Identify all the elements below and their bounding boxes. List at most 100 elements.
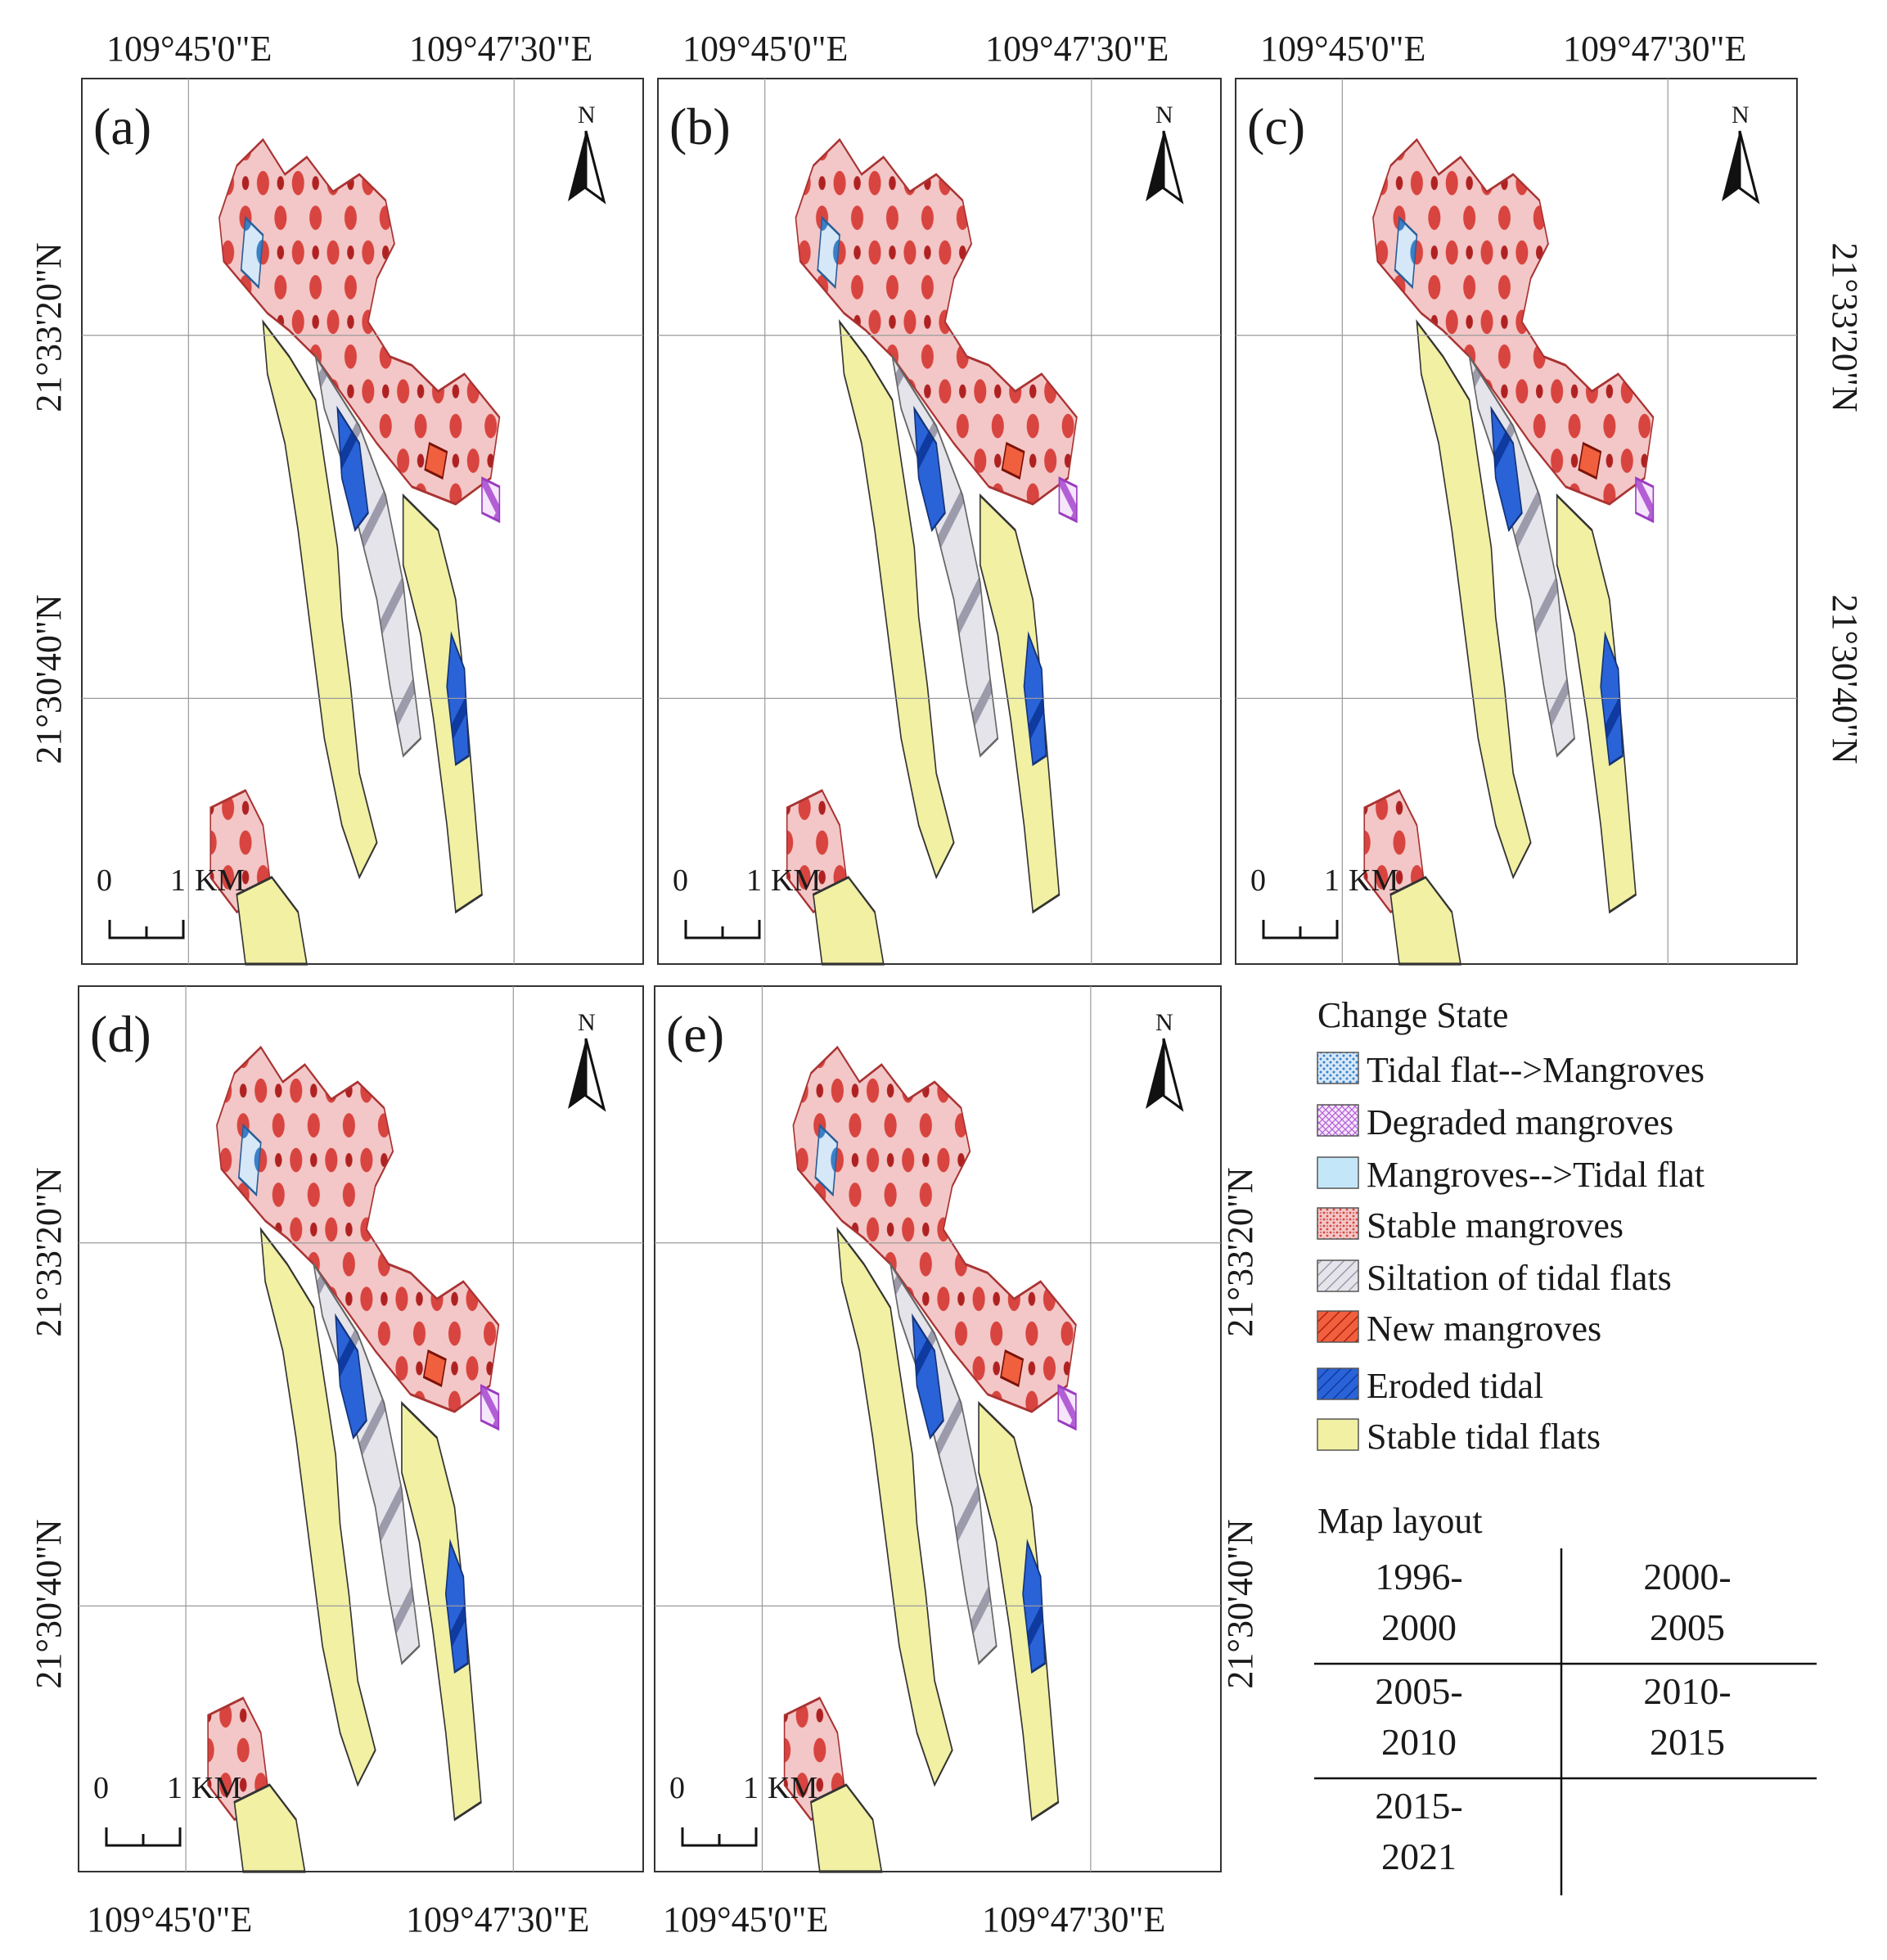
panel-label: (d) <box>90 1005 151 1063</box>
scale-bar-one: 1 <box>1324 863 1340 898</box>
layout-cell-line: 2010 <box>1381 1721 1457 1763</box>
layout-cell-line: 2000 <box>1381 1606 1457 1648</box>
panel-label: (a) <box>93 97 151 155</box>
map-layout-title: Map layout <box>1317 1501 1483 1541</box>
layout-cell-line: 2015 <box>1650 1721 1725 1763</box>
north-arrow-label: N <box>578 101 596 128</box>
north-arrow-icon: N <box>568 101 606 205</box>
scale-bar-unit: KM <box>768 1771 817 1805</box>
legend-label: Mangroves-->Tidal flat <box>1367 1155 1705 1195</box>
legend-item: Siltation of tidal flats <box>1317 1258 1672 1298</box>
scale-bar-unit: KM <box>195 863 245 898</box>
legend-swatch <box>1317 1156 1359 1189</box>
north-arrow-label: N <box>1155 1009 1173 1036</box>
map-layout-cell: 2000- 2005 <box>1643 1556 1731 1648</box>
lon-label-east: 109°47'30"E <box>406 1899 589 1940</box>
legend-swatch <box>1317 1259 1359 1292</box>
scale-bar-zero: 0 <box>669 1771 685 1805</box>
scale-bar-one: 1 <box>170 863 186 898</box>
legend-swatch <box>1317 1207 1359 1240</box>
lon-label-west: 109°45'0"E <box>106 29 272 69</box>
lon-label-east: 109°47'30"E <box>985 29 1169 69</box>
legend-item: New mangroves <box>1317 1309 1601 1349</box>
scale-bar: 0 1 KM <box>93 1771 241 1847</box>
north-arrow-label: N <box>578 1009 596 1036</box>
legend-swatch <box>1317 1104 1359 1137</box>
map-layout-cell: 2005- 2010 <box>1375 1670 1462 1763</box>
north-arrow-icon: N <box>568 1009 606 1112</box>
layout-cell-line: 2005 <box>1650 1606 1725 1648</box>
lon-label-west: 109°45'0"E <box>1260 29 1425 69</box>
map-layout-cell: 2015- 2021 <box>1375 1785 1462 1877</box>
scale-bar-unit: KM <box>191 1771 241 1805</box>
layout-cell-line: 2000- <box>1643 1556 1731 1597</box>
scale-bar-zero: 0 <box>673 863 688 898</box>
layout-cell-line: 2010- <box>1643 1670 1731 1712</box>
map-layout-cell: 2010- 2015 <box>1643 1670 1731 1763</box>
lat-label: 21°30'40"N <box>1825 594 1865 764</box>
legend-label: New mangroves <box>1367 1309 1601 1349</box>
scale-bar-one: 1 <box>167 1771 182 1805</box>
panel-label: (e) <box>666 1005 724 1063</box>
legend-item: Tidal flat-->Mangroves <box>1317 1050 1705 1090</box>
legend-label: Degraded mangroves <box>1367 1102 1673 1142</box>
lat-label: 21°33'20"N <box>29 242 69 412</box>
map-panel-c: (c) N 0 1 KM <box>1235 78 1798 966</box>
lon-label-east: 109°47'30"E <box>1563 29 1746 69</box>
legend: Change State Tidal flat-->Mangroves Degrad… <box>1317 995 1705 1457</box>
scale-bar-zero: 0 <box>97 863 112 898</box>
scale-bar: 0 1 KM <box>97 863 245 939</box>
lon-label-west: 109°45'0"E <box>663 1899 828 1940</box>
legend-label: Eroded tidal <box>1367 1366 1543 1406</box>
legend-label: Tidal flat-->Mangroves <box>1367 1050 1705 1090</box>
lat-label: 21°30'40"N <box>29 594 69 764</box>
lat-label: 21°30'40"N <box>29 1519 69 1688</box>
scale-bar-zero: 0 <box>93 1771 109 1805</box>
panel-label: (b) <box>669 97 731 155</box>
legend-label: Stable mangroves <box>1367 1205 1624 1246</box>
lat-label: 21°30'40"N <box>1220 1519 1260 1688</box>
lon-label-west: 109°45'0"E <box>682 29 848 69</box>
map-panel-b: (b) N 0 1 KM <box>657 78 1222 966</box>
legend-item: Stable tidal flats <box>1317 1417 1601 1457</box>
north-arrow-icon: N <box>1146 101 1184 205</box>
panels-layer: (a) N 0 1 KM (b) N 0 1 KM (c) N 0 1 KM (d) N 0 1 KM (e) N 0 1 KM… <box>29 29 1865 1940</box>
layout-cell-line: 2015- <box>1375 1785 1462 1827</box>
scale-bar-unit: KM <box>1349 863 1398 898</box>
scale-bar-unit: KM <box>771 863 821 898</box>
legend-item: Eroded tidal <box>1317 1366 1543 1406</box>
layout-cell-line: 2021 <box>1381 1836 1457 1877</box>
lat-label: 21°33'20"N <box>1825 242 1865 412</box>
legend-item: Stable mangroves <box>1317 1205 1624 1246</box>
lat-label: 21°33'20"N <box>29 1167 69 1336</box>
legend-title: Change State <box>1317 995 1508 1035</box>
panel-label: (c) <box>1247 97 1305 155</box>
legend-item: Mangroves-->Tidal flat <box>1317 1155 1705 1195</box>
scale-bar: 0 1 KM <box>1250 863 1398 939</box>
north-arrow-label: N <box>1732 101 1750 128</box>
map-layout-cell: 1996- 2000 <box>1375 1556 1462 1648</box>
lon-label-west: 109°45'0"E <box>87 1899 252 1940</box>
scale-bar-one: 1 <box>743 1771 759 1805</box>
map-panel-a: (a) N 0 1 KM <box>81 78 644 966</box>
legend-swatch <box>1317 1052 1359 1084</box>
scale-bar-zero: 0 <box>1250 863 1266 898</box>
legend-label: Siltation of tidal flats <box>1367 1258 1672 1298</box>
scale-bar: 0 1 KM <box>673 863 821 939</box>
map-panel-d: (d) N 0 1 KM <box>78 985 644 1873</box>
scale-bar-one: 1 <box>746 863 762 898</box>
layout-cell-line: 2005- <box>1375 1670 1462 1712</box>
north-arrow-icon: N <box>1722 101 1760 205</box>
north-arrow-label: N <box>1155 101 1173 128</box>
legend-label: Stable tidal flats <box>1367 1417 1601 1457</box>
scale-bar: 0 1 KM <box>669 1771 817 1847</box>
lat-label: 21°33'20"N <box>1220 1167 1260 1336</box>
legend-swatch <box>1317 1310 1359 1343</box>
map-panel-e: (e) N 0 1 KM <box>654 985 1222 1873</box>
legend-swatch <box>1317 1418 1359 1451</box>
layout-cell-line: 1996- <box>1375 1556 1462 1597</box>
map-layout-table: Map layout 1996- 2000 2000- 2005 2005- 2010 201… <box>1314 1501 1817 1895</box>
legend-swatch <box>1317 1367 1359 1400</box>
lon-label-east: 109°47'30"E <box>409 29 592 69</box>
